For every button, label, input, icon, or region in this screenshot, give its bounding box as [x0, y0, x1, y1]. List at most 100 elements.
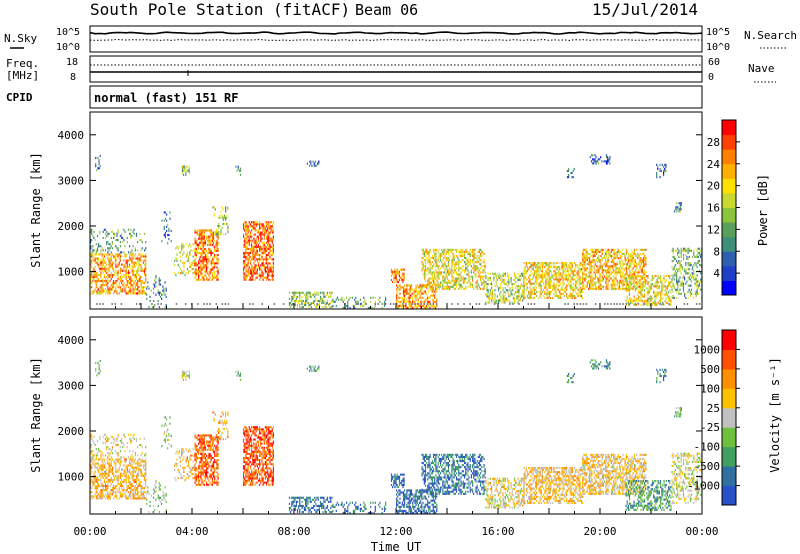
power-cell [507, 281, 509, 284]
power-cell [457, 263, 459, 266]
power-cell [140, 259, 142, 262]
power-cell [399, 302, 401, 305]
power-cell [636, 255, 638, 258]
power-cell [594, 277, 596, 280]
power-cell [199, 229, 201, 232]
power-cell [319, 297, 322, 300]
power-cell [481, 275, 483, 278]
power-cell [453, 255, 455, 258]
power-cell [98, 263, 100, 266]
power-cell [467, 285, 469, 288]
power-cell [434, 259, 436, 262]
power-cell [186, 253, 188, 256]
power-cell [449, 281, 451, 284]
power-cell [91, 255, 93, 258]
power-cell [559, 262, 561, 265]
ground-scatter-cell [203, 303, 205, 305]
power-cell [680, 282, 682, 285]
power-cell [590, 261, 592, 264]
power-cell [200, 239, 202, 242]
power-cell [640, 297, 642, 300]
power-cell [585, 250, 587, 253]
power-cell [92, 234, 94, 237]
power-cell [248, 278, 250, 281]
power-cell [107, 282, 109, 285]
power-cell [166, 225, 168, 228]
power-cell [198, 243, 200, 246]
power-cell [202, 278, 204, 281]
power-cell [472, 261, 474, 264]
power-cell [102, 236, 104, 239]
power-cell [203, 235, 205, 238]
power-cell [222, 222, 224, 225]
power-cell [458, 281, 460, 284]
power-cell [614, 248, 616, 251]
power-cell [265, 231, 268, 234]
power-cell [541, 274, 544, 277]
power-cell [201, 252, 203, 255]
power-cell [645, 281, 647, 284]
ground-scatter-cell [252, 303, 254, 305]
power-cell [265, 266, 268, 269]
power-cell [130, 232, 132, 235]
power-cell [561, 268, 563, 271]
power-cell [630, 265, 632, 268]
power-cell [265, 237, 268, 240]
power-cell [91, 282, 93, 285]
power-cell [589, 275, 591, 278]
power-cell [492, 272, 494, 275]
power-cell [557, 288, 560, 291]
power-cell [137, 288, 139, 291]
power-cell [654, 283, 656, 286]
power-cell [209, 252, 211, 255]
power-cell [397, 281, 399, 284]
power-cell [566, 288, 568, 291]
power-cell [609, 273, 611, 276]
power-cell [595, 271, 598, 274]
power-cell [201, 239, 203, 242]
power-cell [674, 272, 676, 275]
power-cell [621, 255, 623, 258]
power-cell [270, 227, 272, 230]
power-cell [306, 295, 308, 298]
power-cell [647, 297, 649, 300]
power-cell [692, 274, 694, 277]
power-cell [322, 297, 324, 300]
power-cell [585, 255, 587, 258]
power-cell [536, 282, 538, 285]
power-cell [249, 268, 252, 271]
power-cell [415, 304, 417, 307]
power-cell [623, 275, 625, 278]
power-cell [424, 298, 426, 301]
power-cell [543, 276, 545, 279]
power-cell [628, 252, 630, 255]
power-cell [103, 261, 105, 264]
power-cell [461, 250, 463, 253]
power-cell [259, 223, 261, 226]
power-cell [249, 256, 252, 259]
power-cell [559, 294, 561, 297]
power-cell [430, 281, 432, 284]
power-cell [607, 162, 609, 165]
power-cell [415, 290, 417, 293]
power-cell [482, 275, 484, 278]
power-cell [269, 243, 271, 246]
power-cell [422, 250, 424, 253]
power-cell [520, 285, 522, 288]
power-cell [246, 225, 248, 228]
power-cell [556, 278, 558, 281]
power-cell [108, 232, 110, 235]
power-cell [559, 276, 561, 279]
power-cell [117, 269, 119, 272]
power-cell [680, 266, 682, 269]
power-cell [469, 283, 471, 286]
power-cell [164, 293, 166, 296]
power-cell [582, 271, 584, 274]
power-cell [249, 270, 252, 273]
power-cell [664, 169, 666, 172]
power-cell [482, 281, 484, 284]
freq-frame [89, 55, 703, 83]
power-cell [679, 262, 681, 265]
power-cell [553, 286, 555, 289]
power-cell [92, 251, 94, 254]
